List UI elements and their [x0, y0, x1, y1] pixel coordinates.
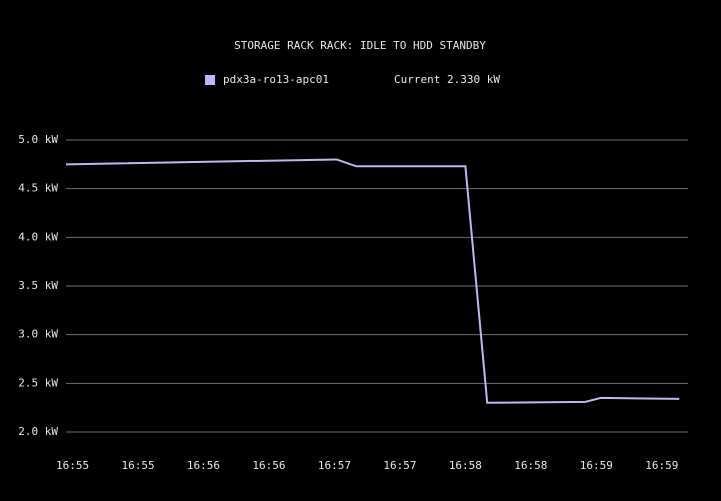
- y-tick-label: 2.0 kW: [18, 425, 58, 438]
- x-tick-label: 16:56: [187, 459, 220, 472]
- x-tick-label: 16:58: [514, 459, 547, 472]
- x-tick-label: 16:58: [449, 459, 482, 472]
- x-tick-label: 16:56: [252, 459, 285, 472]
- data-line: [65, 158, 680, 404]
- y-tick-label: 4.0 kW: [18, 230, 58, 243]
- legend-swatch: [205, 75, 215, 85]
- y-tick-label: 2.5 kW: [18, 376, 58, 389]
- x-tick-label: 16:59: [580, 459, 613, 472]
- y-tick-label: 5.0 kW: [18, 133, 58, 146]
- x-tick-label: 16:59: [645, 459, 678, 472]
- x-tick-label: 16:57: [383, 459, 416, 472]
- chart-title: STORAGE RACK RACK: IDLE TO HDD STANDBY: [234, 39, 486, 52]
- x-tick-label: 16:57: [318, 459, 351, 472]
- legend-label: pdx3a-ro13-apc01: [223, 73, 329, 86]
- y-tick-label: 3.5 kW: [18, 279, 58, 292]
- x-tick-label: 16:55: [56, 459, 89, 472]
- y-tick-label: 3.0 kW: [18, 328, 58, 341]
- y-tick-label: 4.5 kW: [18, 182, 58, 195]
- legend-note: Current 2.330 kW: [394, 73, 500, 86]
- x-tick-label: 16:55: [121, 459, 154, 472]
